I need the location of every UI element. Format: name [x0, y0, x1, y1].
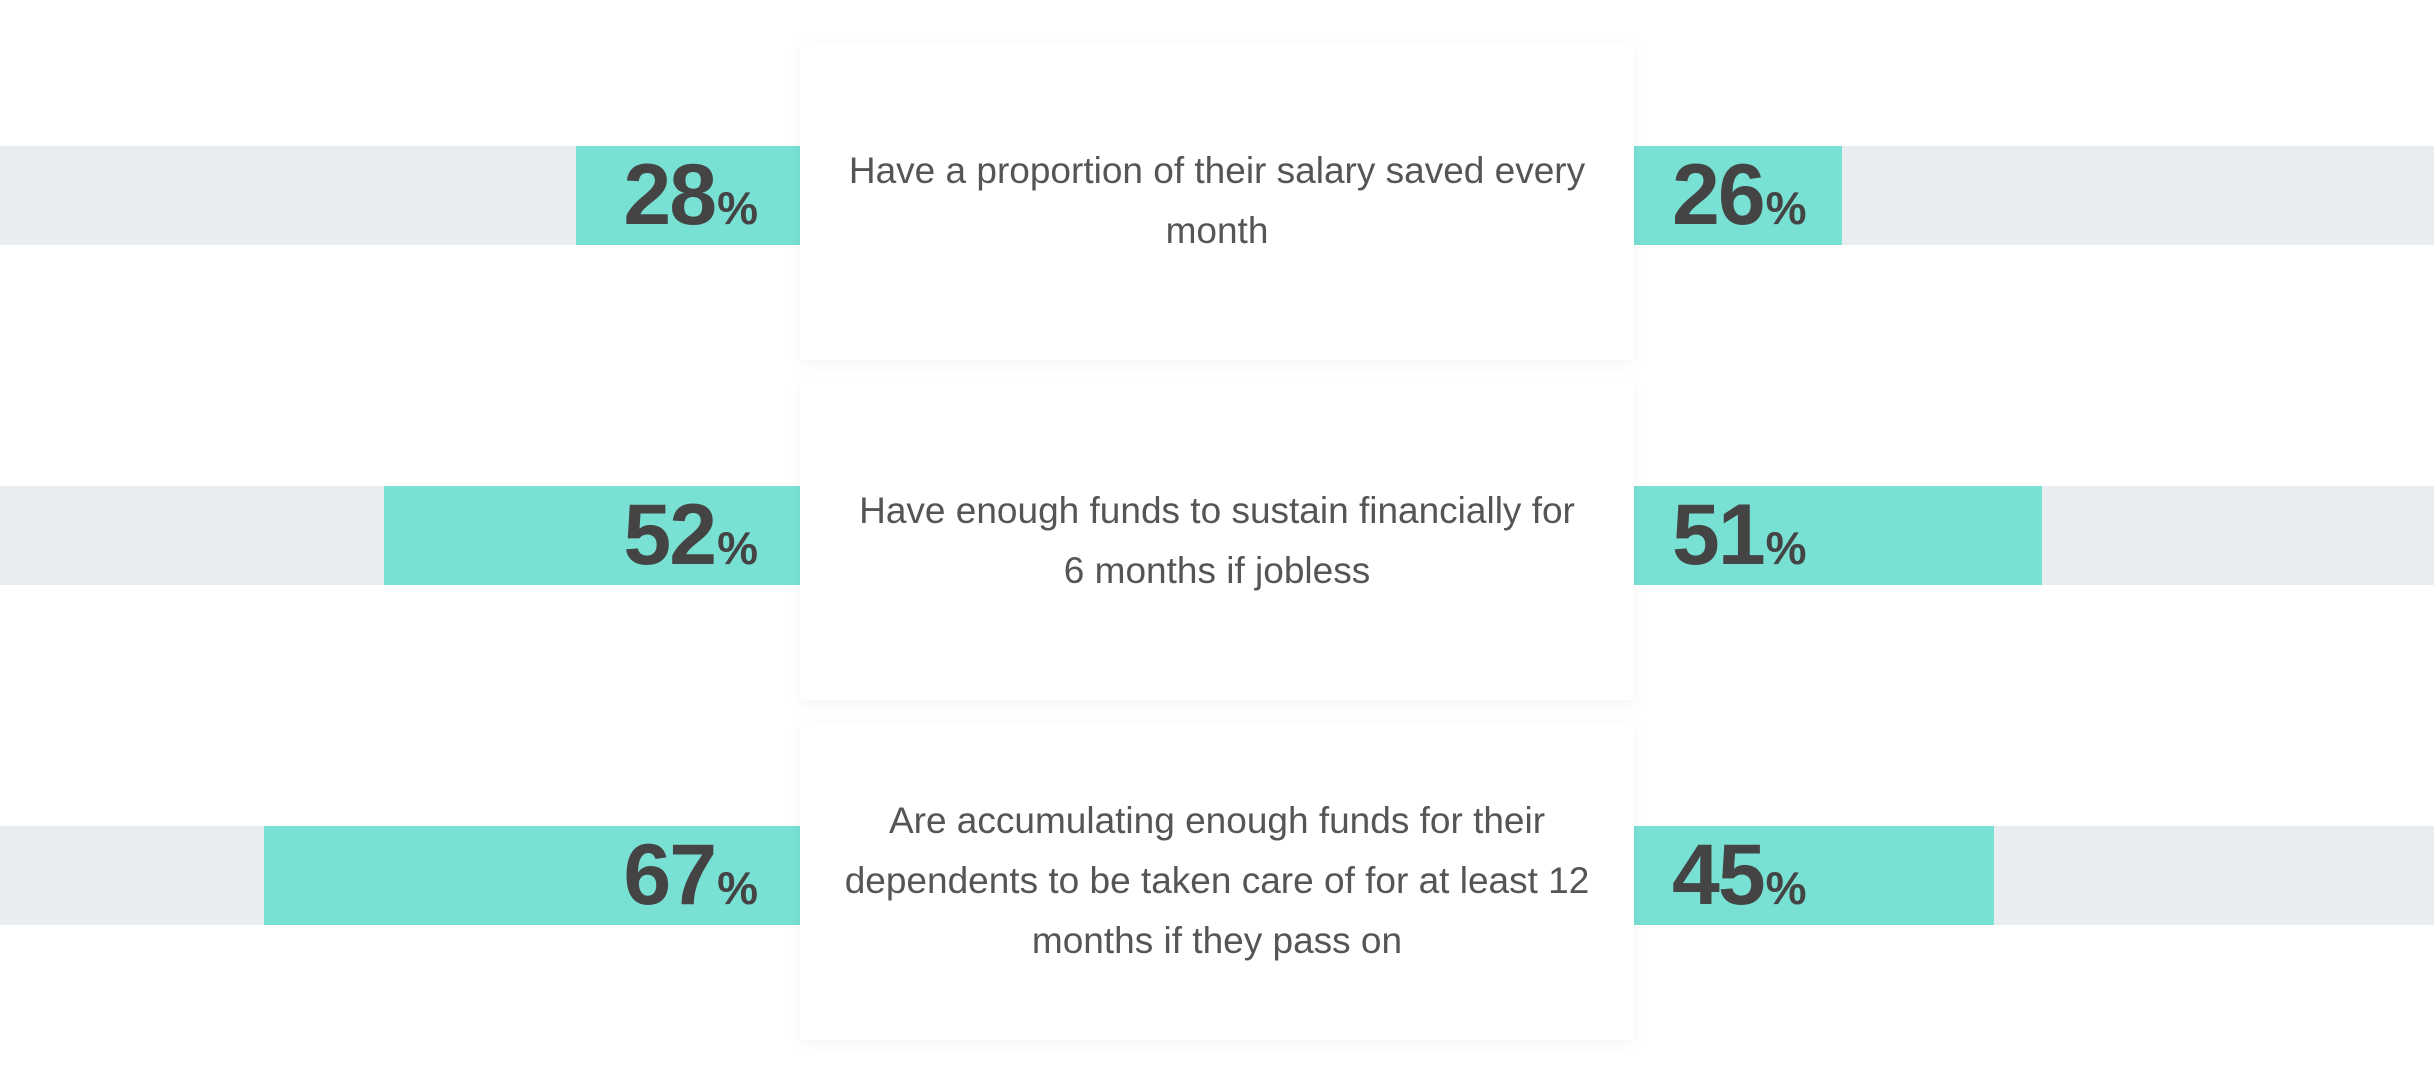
value-unit: % [1765, 862, 1807, 914]
value-number: 45 [1672, 827, 1766, 923]
value-label: 28% [623, 146, 758, 245]
bar [1634, 486, 2042, 585]
value-number: 52 [623, 487, 717, 583]
bar [576, 146, 800, 245]
value-unit: % [1765, 182, 1807, 234]
value-number: 26 [1672, 147, 1766, 243]
value-unit: % [1765, 522, 1807, 574]
value-unit: % [717, 522, 758, 574]
category-card: Are accumulating enough funds for their … [800, 722, 1634, 1040]
value-label: 26% [1672, 146, 1807, 245]
value-label: 45% [1672, 826, 1807, 925]
value-label: 51% [1672, 486, 1807, 585]
category-card: Have enough funds to sustain financially… [800, 382, 1634, 700]
bar [1634, 146, 1842, 245]
bar [384, 486, 800, 585]
value-number: 51 [1672, 487, 1766, 583]
value-number: 28 [623, 147, 717, 243]
value-label: 52% [623, 486, 758, 585]
value-number: 67 [623, 827, 717, 923]
bar [1634, 826, 1994, 925]
value-label: 67% [623, 826, 758, 925]
value-unit: % [717, 862, 758, 914]
bar [264, 826, 800, 925]
category-card: Have a proportion of their salary saved … [800, 42, 1634, 360]
value-unit: % [717, 182, 758, 234]
